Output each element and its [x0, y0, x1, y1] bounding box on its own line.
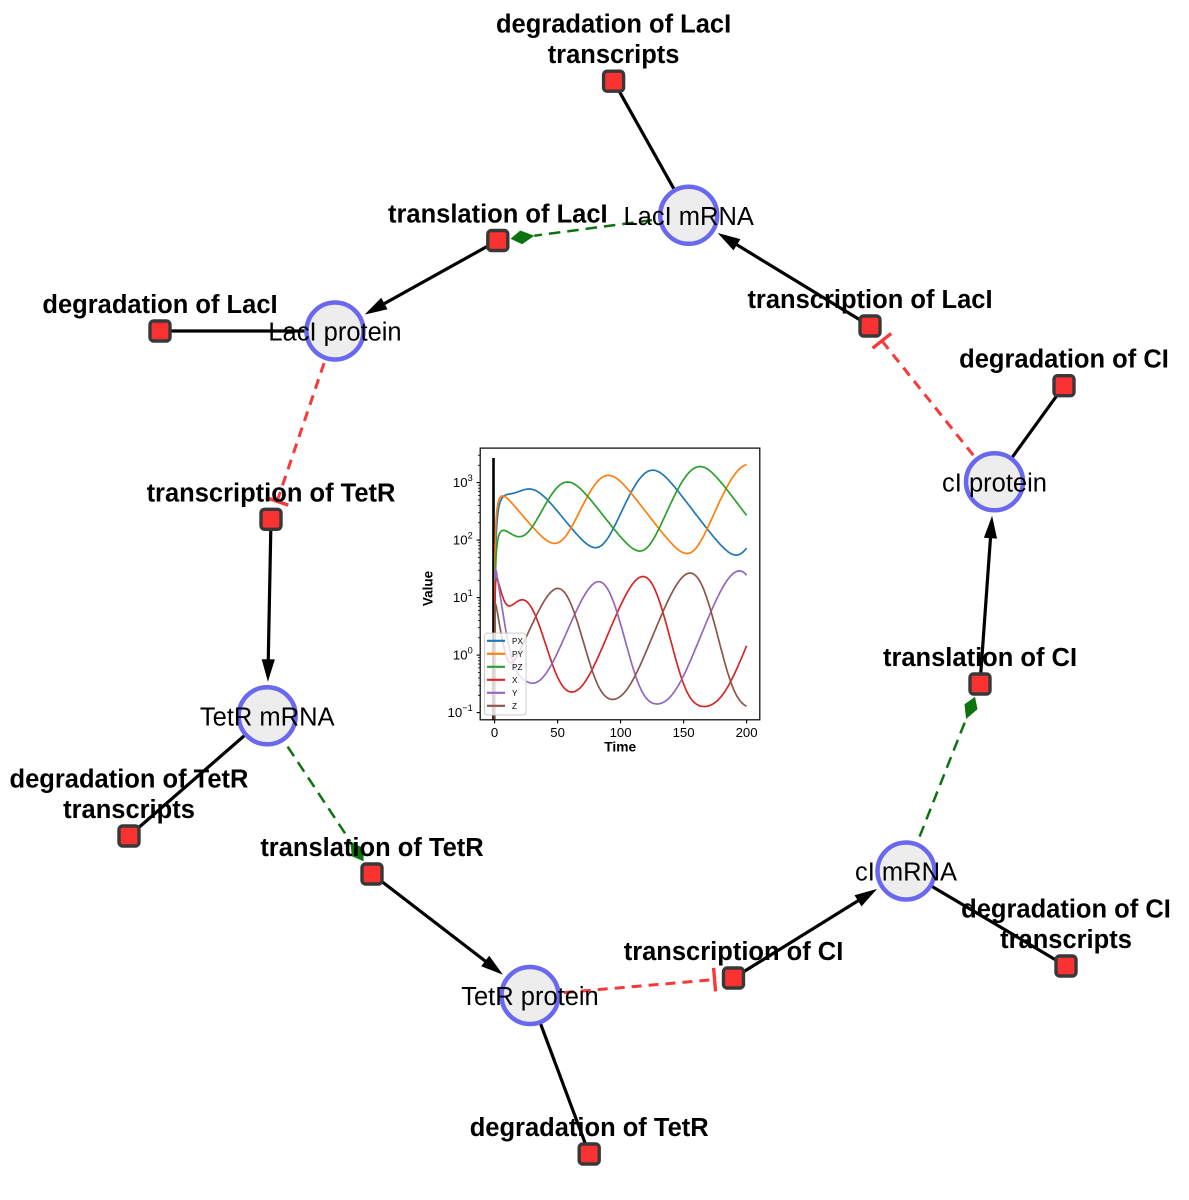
- svg-text:degradation of TetR: degradation of TetR: [470, 1114, 709, 1142]
- svg-text:transcripts: transcripts: [1000, 926, 1132, 954]
- svg-text:LacI protein: LacI protein: [268, 319, 401, 347]
- svg-text:transcription of CI: transcription of CI: [624, 938, 844, 966]
- svg-text:degradation of TetR: degradation of TetR: [10, 766, 249, 794]
- svg-text:PX: PX: [512, 637, 523, 646]
- svg-text:50: 50: [550, 725, 565, 740]
- svg-text:TetR protein: TetR protein: [461, 983, 599, 1011]
- svg-text:degradation of LacI: degradation of LacI: [42, 291, 277, 319]
- svg-text:Time: Time: [604, 740, 636, 755]
- svg-text:TetR mRNA: TetR mRNA: [200, 703, 335, 731]
- svg-text:PZ: PZ: [512, 663, 522, 672]
- svg-text:transcripts: transcripts: [63, 796, 195, 824]
- svg-text:LacI mRNA: LacI mRNA: [624, 203, 754, 231]
- svg-text:degradation of CI: degradation of CI: [961, 896, 1171, 924]
- svg-text:100: 100: [610, 725, 632, 740]
- svg-text:transcription of LacI: transcription of LacI: [747, 286, 992, 314]
- svg-text:Z: Z: [512, 702, 517, 711]
- svg-text:translation of TetR: translation of TetR: [260, 834, 483, 862]
- svg-text:translation of CI: translation of CI: [883, 644, 1077, 672]
- svg-text:transcripts: transcripts: [548, 41, 680, 69]
- svg-text:translation of LacI: translation of LacI: [388, 201, 608, 229]
- svg-text:degradation of LacI: degradation of LacI: [496, 11, 731, 39]
- svg-text:Y: Y: [512, 689, 518, 698]
- svg-text:200: 200: [736, 725, 758, 740]
- svg-text:150: 150: [673, 725, 695, 740]
- svg-text:Value: Value: [421, 570, 436, 606]
- svg-text:0: 0: [491, 725, 498, 740]
- svg-text:cI mRNA: cI mRNA: [855, 859, 957, 887]
- svg-text:PY: PY: [512, 650, 523, 659]
- svg-text:degradation of CI: degradation of CI: [959, 346, 1169, 374]
- svg-text:cI protein: cI protein: [942, 469, 1047, 497]
- svg-text:transcription of TetR: transcription of TetR: [147, 479, 396, 507]
- svg-text:X: X: [512, 676, 518, 685]
